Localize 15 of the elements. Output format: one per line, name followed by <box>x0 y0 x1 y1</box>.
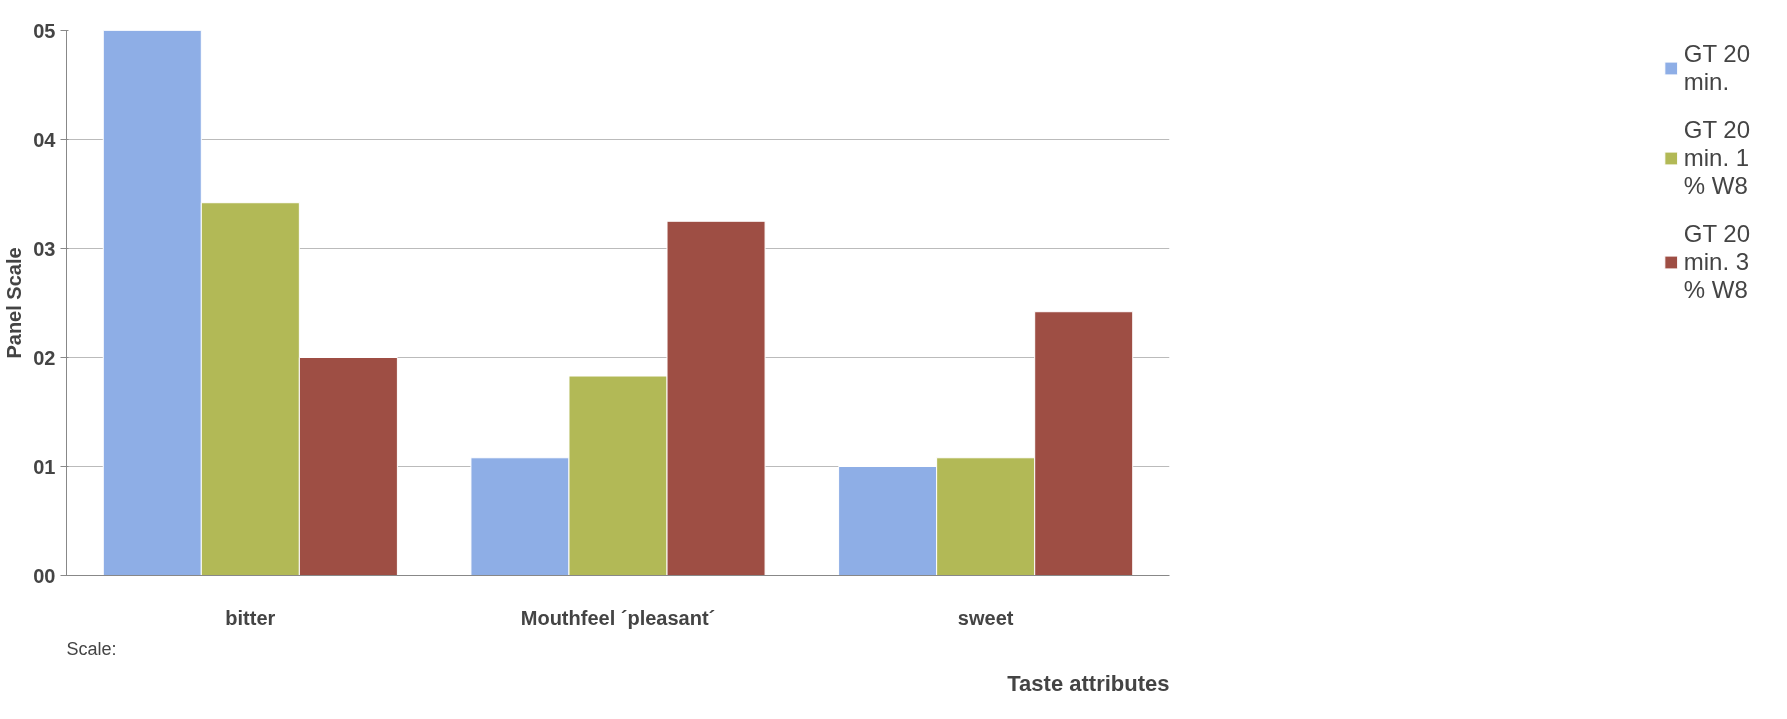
legend-label: GT 20 min. 3 % W8 <box>1683 220 1750 304</box>
y-tick-label: 03 <box>33 237 56 260</box>
x-tick-label: Mouthfeel ´pleasant´ <box>520 606 716 629</box>
x-tick-label: bitter <box>225 606 276 629</box>
y-tick-label: 02 <box>33 346 56 369</box>
legend-label: GT 20 min. <box>1683 40 1750 96</box>
text: Scale: <box>66 638 117 659</box>
y-axis-title: Panel Scale <box>3 247 26 359</box>
x-tick-label: sweet <box>957 606 1014 629</box>
x-axis-title: Taste attributes <box>1007 670 1170 696</box>
y-tick-label: 05 <box>33 19 56 42</box>
legend-label: GT 20 min. 1 % W8 <box>1683 116 1750 200</box>
y-tick-label: 01 <box>33 455 56 478</box>
y-tick-label: 00 <box>33 564 56 587</box>
y-tick-label: 04 <box>33 128 57 151</box>
